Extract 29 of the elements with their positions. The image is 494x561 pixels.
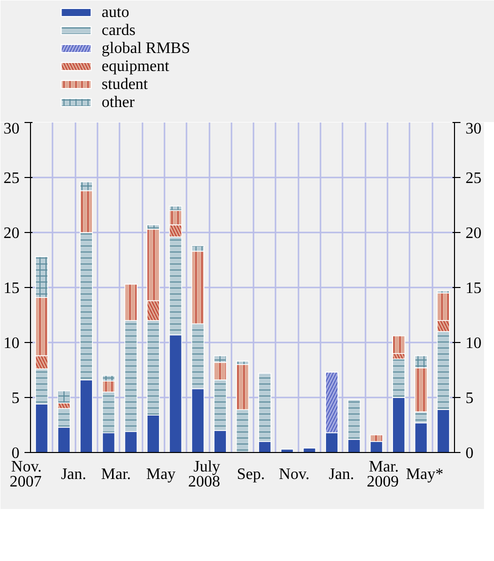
- x-tick-label: Nov.: [278, 466, 310, 483]
- legend-label: auto: [102, 4, 130, 21]
- y2-tick-label: 10: [466, 335, 482, 352]
- y-tick-label: 5: [12, 390, 20, 407]
- y-tick-label: 30: [4, 120, 20, 138]
- y-tick-label: 20: [4, 225, 20, 242]
- x-tick-label: Jan.: [60, 466, 86, 483]
- y2-tick-label: 5: [466, 390, 474, 407]
- legend-label: other: [102, 94, 136, 111]
- x-tick-label: May*: [406, 466, 444, 483]
- x-tick-label: Mar.: [101, 466, 131, 483]
- y2-tick-label: 20: [466, 225, 482, 242]
- y2-tick-label: 30: [466, 120, 482, 138]
- legend-label: cards: [102, 22, 136, 39]
- legend-label: global RMBS: [102, 40, 190, 57]
- y2-tick-label: 15: [466, 280, 482, 297]
- legend-label: equipment: [102, 58, 170, 75]
- bar: [302, 448, 316, 452]
- y-tick-label: 10: [4, 335, 20, 352]
- x-tick-label: Sep.: [236, 466, 265, 483]
- x-tick-label: Jan.: [328, 466, 354, 483]
- x-tick-label: Mar. 2009: [366, 458, 399, 491]
- legend-label: student: [102, 76, 148, 93]
- y-tick-label: 25: [4, 170, 20, 187]
- x-tick-label: July 2008: [188, 458, 220, 491]
- y-tick-label: 15: [4, 280, 20, 297]
- y2-tick-label: 25: [466, 170, 482, 187]
- x-tick-label: May: [146, 466, 176, 483]
- y2-tick-label: 0: [466, 445, 474, 462]
